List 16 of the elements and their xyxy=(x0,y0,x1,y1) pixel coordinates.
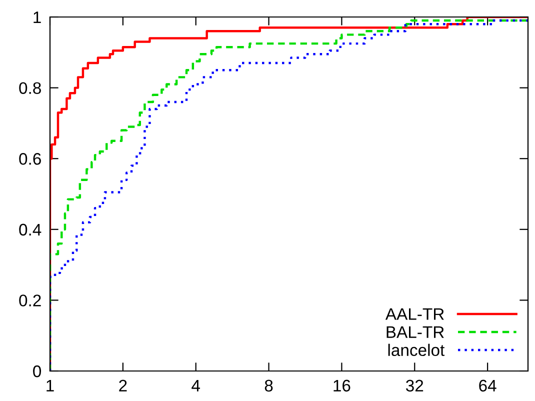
x-tick-label: 4 xyxy=(192,380,200,392)
y-tick-label: 0.6 xyxy=(19,153,41,165)
legend-label: BAL-TR xyxy=(386,326,444,338)
x-tick-label: 64 xyxy=(479,380,496,392)
x-tick-label: 16 xyxy=(334,380,350,392)
x-tick-label: 2 xyxy=(119,380,127,392)
y-tick-label: 0.2 xyxy=(19,294,41,306)
x-tick-label: 1 xyxy=(46,380,54,392)
x-tick-label: 8 xyxy=(264,380,273,392)
x-tick-label: 32 xyxy=(406,380,424,392)
y-tick-label: 1 xyxy=(34,12,41,24)
y-tick-label: 0 xyxy=(33,365,42,378)
legend-label: AAL-TR xyxy=(385,308,444,320)
y-tick-label: 0.4 xyxy=(19,224,42,236)
legend-label: lancelot xyxy=(388,344,445,356)
y-tick-label: 0.8 xyxy=(19,82,41,94)
